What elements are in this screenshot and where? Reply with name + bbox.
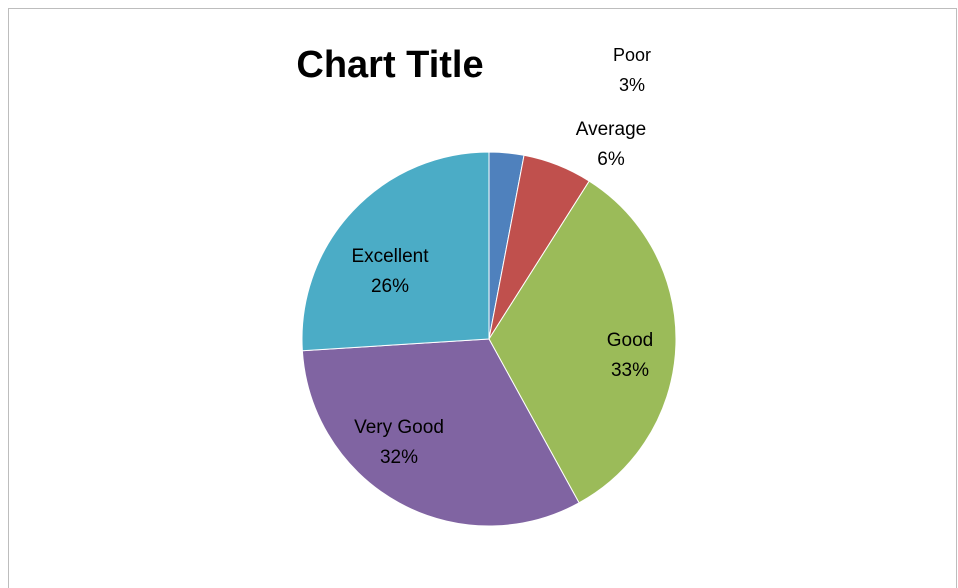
- slice-label-percent: 32%: [380, 447, 418, 468]
- slice-label-category: Average: [576, 119, 646, 140]
- slice-label-percent: 26%: [371, 276, 409, 297]
- slice-label-category: Excellent: [351, 246, 429, 267]
- slice-label-category: Poor: [613, 45, 651, 65]
- pie-chart: Chart Title Poor 3% Average 6% Good 33% Very G…: [296, 44, 677, 527]
- slice-label-percent: 33%: [611, 360, 649, 381]
- pie-slices: [301, 151, 677, 527]
- pie-slice-good: [488, 180, 677, 504]
- slice-label-good: Good 33%: [607, 330, 653, 381]
- slice-label-very-good: Very Good 32%: [354, 417, 444, 468]
- slice-label-percent: 6%: [597, 149, 625, 170]
- slice-label-average: Average 6%: [576, 119, 646, 170]
- slice-label-percent: 3%: [619, 75, 645, 95]
- slice-label-category: Very Good: [354, 417, 444, 438]
- pie-slice-labels: Poor 3% Average 6% Good 33% Very Good 32% Excell…: [351, 45, 653, 468]
- pie-slice-very-good: [301, 338, 580, 527]
- chart-area: Chart Title Poor 3% Average 6% Good 33% Very G…: [8, 8, 957, 588]
- slice-label-category: Good: [607, 330, 653, 351]
- slice-label-excellent: Excellent 26%: [351, 246, 429, 297]
- pie-slice-excellent: [301, 151, 490, 352]
- slice-label-poor: Poor 3%: [613, 45, 651, 95]
- chart-title: Chart Title: [296, 44, 483, 86]
